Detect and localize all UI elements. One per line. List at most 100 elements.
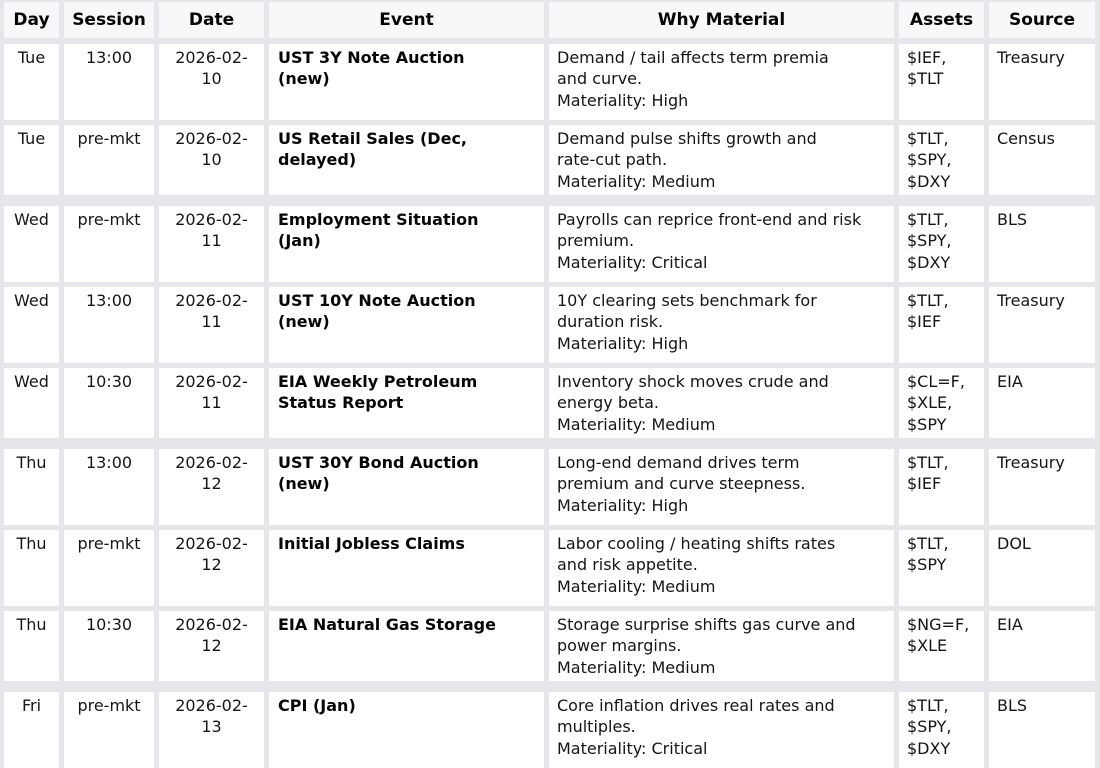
date-cell: 2026-02-10 (159, 44, 264, 120)
materiality-text: Materiality: High (557, 495, 689, 515)
why-text: Storage surprise shifts gas curve and po… (557, 615, 856, 656)
why-text: Labor cooling / heating shifts rates and… (557, 534, 836, 575)
col-header-session: Session (64, 2, 154, 38)
col-header-why-material: Why Material (549, 2, 894, 38)
table-header-row: Day Session Date Event Why Material Asse… (4, 2, 1096, 38)
source-cell: Treasury (989, 287, 1095, 363)
assets-cell: $TLT, $IEF (899, 287, 984, 363)
col-header-event: Event (269, 2, 544, 38)
source-cell: Treasury (989, 44, 1095, 120)
date-cell: 2026-02-12 (159, 611, 264, 681)
source-cell: BLS (989, 206, 1095, 282)
source-cell: EIA (989, 368, 1095, 438)
table-row: Thu pre-mkt 2026-02-12 Initial Jobless C… (4, 530, 1096, 606)
event-cell: EIA Weekly Petroleum Status Report (269, 368, 544, 438)
assets-cell: $CL=F, $XLE, $SPY (899, 368, 984, 438)
day-cell: Tue (4, 44, 59, 120)
session-cell: 10:30 (64, 611, 154, 681)
day-cell: Tue (4, 125, 59, 195)
day-cell: Thu (4, 530, 59, 606)
table-row: Tue 13:00 2026-02-10 UST 3Y Note Auction… (4, 44, 1096, 120)
event-cell: Initial Jobless Claims (269, 530, 544, 606)
date-cell: 2026-02-11 (159, 287, 264, 363)
materiality-text: Materiality: Medium (557, 171, 716, 191)
materiality-text: Materiality: Critical (557, 738, 708, 758)
why-text: Demand / tail affects term premia and cu… (557, 48, 829, 89)
day-cell: Wed (4, 287, 59, 363)
materiality-text: Materiality: High (557, 90, 689, 110)
event-cell: UST 3Y Note Auction (new) (269, 44, 544, 120)
col-header-date: Date (159, 2, 264, 38)
date-cell: 2026-02-11 (159, 206, 264, 282)
session-cell: pre-mkt (64, 206, 154, 282)
assets-cell: $TLT, $IEF (899, 449, 984, 525)
session-cell: pre-mkt (64, 125, 154, 195)
session-cell: pre-mkt (64, 530, 154, 606)
col-header-assets: Assets (899, 2, 984, 38)
materiality-text: Materiality: High (557, 333, 689, 353)
event-cell: UST 30Y Bond Auction (new) (269, 449, 544, 525)
day-cell: Wed (4, 206, 59, 282)
col-header-source: Source (989, 2, 1095, 38)
source-cell: DOL (989, 530, 1095, 606)
assets-cell: $TLT, $SPY (899, 530, 984, 606)
materiality-text: Materiality: Medium (557, 576, 716, 596)
table-row: Thu 10:30 2026-02-12 EIA Natural Gas Sto… (4, 611, 1096, 681)
why-cell: Demand / tail affects term premia and cu… (549, 44, 894, 120)
event-cell: Employment Situation (Jan) (269, 206, 544, 282)
table-row: Thu 13:00 2026-02-12 UST 30Y Bond Auctio… (4, 449, 1096, 525)
why-cell: Long-end demand drives term premium and … (549, 449, 894, 525)
why-cell: Demand pulse shifts growth and rate-cut … (549, 125, 894, 195)
day-cell: Wed (4, 368, 59, 438)
col-header-day: Day (4, 2, 59, 38)
session-cell: pre-mkt (64, 692, 154, 768)
table-row: Fri pre-mkt 2026-02-13 CPI (Jan) Core in… (4, 692, 1096, 768)
source-cell: Census (989, 125, 1095, 195)
why-text: Demand pulse shifts growth and rate-cut … (557, 129, 817, 170)
table-row: Wed 10:30 2026-02-11 EIA Weekly Petroleu… (4, 368, 1096, 438)
why-text: Long-end demand drives term premium and … (557, 453, 806, 494)
table-row: Wed 13:00 2026-02-11 UST 10Y Note Auctio… (4, 287, 1096, 363)
event-cell: CPI (Jan) (269, 692, 544, 768)
assets-cell: $NG=F, $XLE (899, 611, 984, 681)
assets-cell: $TLT, $SPY, $DXY (899, 692, 984, 768)
why-text: Core inflation drives real rates and mul… (557, 696, 835, 737)
materiality-text: Materiality: Critical (557, 252, 708, 272)
day-cell: Fri (4, 692, 59, 768)
session-cell: 13:00 (64, 449, 154, 525)
why-cell: 10Y clearing sets benchmark for duration… (549, 287, 894, 363)
day-cell: Thu (4, 611, 59, 681)
table-row: Tue pre-mkt 2026-02-10 US Retail Sales (… (4, 125, 1096, 195)
day-cell: Thu (4, 449, 59, 525)
why-cell: Labor cooling / heating shifts rates and… (549, 530, 894, 606)
session-cell: 13:00 (64, 287, 154, 363)
why-text: 10Y clearing sets benchmark for duration… (557, 291, 817, 332)
event-cell: US Retail Sales (Dec, delayed) (269, 125, 544, 195)
assets-cell: $IEF, $TLT (899, 44, 984, 120)
source-cell: EIA (989, 611, 1095, 681)
assets-cell: $TLT, $SPY, $DXY (899, 125, 984, 195)
event-cell: EIA Natural Gas Storage (269, 611, 544, 681)
why-cell: Core inflation drives real rates and mul… (549, 692, 894, 768)
date-cell: 2026-02-13 (159, 692, 264, 768)
source-cell: Treasury (989, 449, 1095, 525)
session-cell: 13:00 (64, 44, 154, 120)
source-cell: BLS (989, 692, 1095, 768)
date-cell: 2026-02-11 (159, 368, 264, 438)
date-cell: 2026-02-12 (159, 530, 264, 606)
why-cell: Payrolls can reprice front-end and risk … (549, 206, 894, 282)
why-cell: Inventory shock moves crude and energy b… (549, 368, 894, 438)
why-text: Payrolls can reprice front-end and risk … (557, 210, 862, 251)
table-body: Tue 13:00 2026-02-10 UST 3Y Note Auction… (4, 44, 1096, 768)
materiality-text: Materiality: Medium (557, 657, 716, 677)
assets-cell: $TLT, $SPY, $DXY (899, 206, 984, 282)
why-text: Inventory shock moves crude and energy b… (557, 372, 829, 413)
materiality-text: Materiality: Medium (557, 414, 716, 434)
session-cell: 10:30 (64, 368, 154, 438)
date-cell: 2026-02-10 (159, 125, 264, 195)
event-cell: UST 10Y Note Auction (new) (269, 287, 544, 363)
why-cell: Storage surprise shifts gas curve and po… (549, 611, 894, 681)
date-cell: 2026-02-12 (159, 449, 264, 525)
table-row: Wed pre-mkt 2026-02-11 Employment Situat… (4, 206, 1096, 282)
